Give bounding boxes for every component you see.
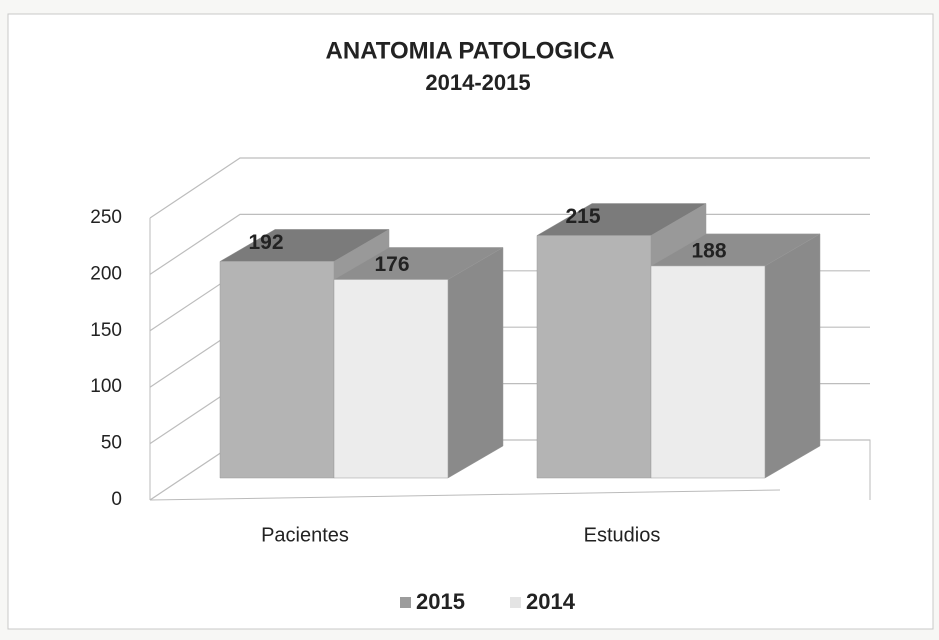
grid-line bbox=[149, 157, 870, 219]
value-label: 215 bbox=[565, 205, 600, 228]
bar bbox=[650, 233, 821, 479]
y-tick-label: 200 bbox=[90, 263, 122, 284]
bar-side bbox=[764, 233, 821, 479]
x-tick-label: Pacientes bbox=[261, 524, 349, 546]
legend-label: 2014 bbox=[526, 589, 576, 614]
bar-side bbox=[447, 247, 504, 479]
y-tick-label: 0 bbox=[111, 489, 122, 510]
legend-swatch bbox=[510, 597, 521, 608]
y-tick-label: 50 bbox=[101, 433, 122, 454]
x-tick-label: Estudios bbox=[584, 524, 661, 546]
chart-subtitle: 2014-2015 bbox=[425, 70, 530, 95]
bar-front bbox=[333, 279, 449, 479]
chart-title: ANATOMIA PATOLOGICA bbox=[326, 37, 615, 64]
y-tick-label: 250 bbox=[90, 207, 122, 228]
bar-front bbox=[536, 235, 652, 479]
bar bbox=[333, 247, 504, 479]
y-tick-label: 150 bbox=[90, 320, 122, 341]
legend-swatch bbox=[400, 597, 411, 608]
legend-label: 2015 bbox=[416, 589, 465, 614]
bar-front bbox=[650, 265, 766, 479]
value-label: 192 bbox=[248, 231, 283, 254]
value-label: 176 bbox=[374, 253, 409, 276]
bar-front bbox=[219, 261, 335, 479]
y-tick-label: 100 bbox=[90, 376, 122, 397]
floor-edge bbox=[149, 489, 781, 501]
value-label: 188 bbox=[691, 239, 726, 262]
